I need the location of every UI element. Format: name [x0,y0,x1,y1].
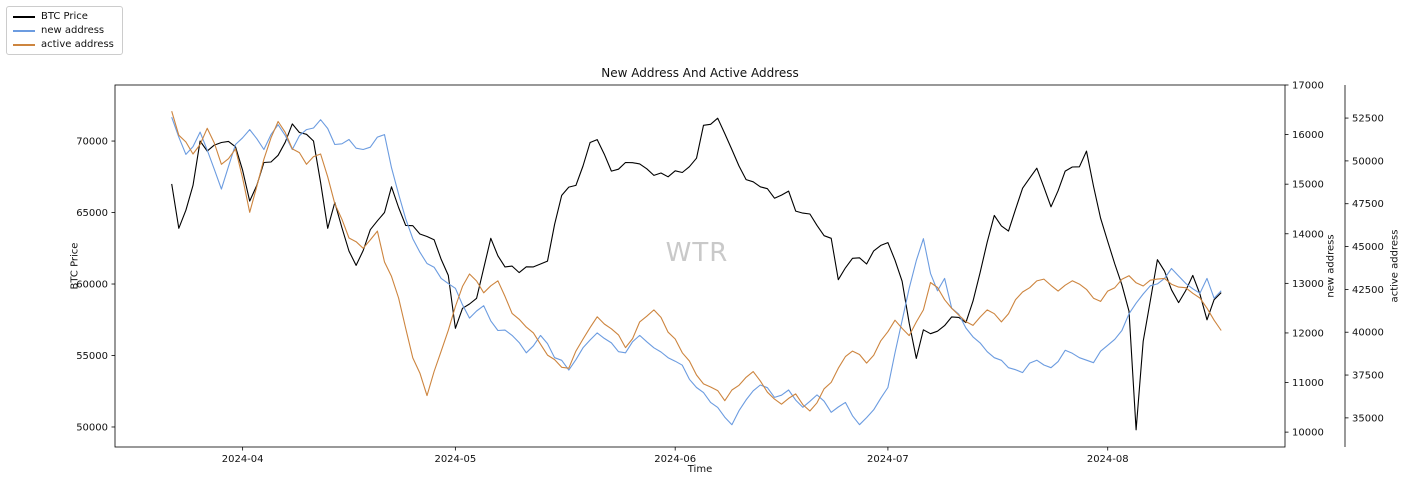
y-tick-label-active-address: 40000 [1352,328,1384,339]
y-tick-label-new-address: 12000 [1292,328,1324,339]
x-tick-label: 2024-04 [222,454,264,465]
y-tick-label-active-address: 42500 [1352,285,1384,296]
y-tick-label-new-address: 15000 [1292,180,1324,191]
axes-frame [114,84,1286,448]
y-tick-label-new-address: 16000 [1292,130,1324,141]
legend-label-active-address: active address [41,39,114,50]
y-axis-label-btc-price: BTC Price [69,242,81,290]
series-new-address [171,117,1222,426]
series-active-address [171,111,1222,412]
legend-item-active-address: active address [13,39,114,50]
y-tick-label-active-address: 52500 [1352,114,1384,125]
legend: BTC Price new address active address [6,6,123,55]
y-tick-label-btc: 70000 [76,137,108,148]
y-tick-label-new-address: 10000 [1292,428,1324,439]
y-tick-label-new-address: 13000 [1292,279,1324,290]
y-axis-label-new-address: new address [1325,234,1337,298]
y-tick-label-btc: 55000 [76,351,108,362]
series-btc-price [171,117,1222,431]
y-tick-label-btc: 50000 [76,422,108,433]
x-tick-label: 2024-06 [654,454,696,465]
x-tick-label: 2024-05 [434,454,476,465]
y-tick-label-new-address: 17000 [1292,81,1324,92]
y-tick-label-active-address: 45000 [1352,242,1384,253]
x-axis-label: Time [687,464,713,475]
legend-label-new-address: new address [41,25,105,36]
x-tick-label: 2024-08 [1087,454,1129,465]
legend-line-swatch-active-address [13,43,35,46]
y-tick-label-btc: 60000 [76,280,108,291]
y-tick-label-new-address: 11000 [1292,378,1324,389]
y-tick-label-btc: 65000 [76,208,108,219]
legend-item-new-address: new address [13,25,114,36]
legend-label-btc: BTC Price [41,11,88,22]
y-tick-label-new-address: 14000 [1292,229,1324,240]
y-axis-label-active-address: active address [1389,229,1401,303]
chart-title: New Address And Active Address [601,66,799,80]
watermark-text: WTR [665,238,729,268]
legend-line-swatch-btc [13,15,35,18]
legend-line-swatch-new-address [13,29,35,32]
legend-item-btc-price: BTC Price [13,11,114,22]
y-tick-label-active-address: 35000 [1352,413,1384,424]
y-tick-label-active-address: 50000 [1352,156,1384,167]
y-tick-label-active-address: 37500 [1352,371,1384,382]
y-tick-label-active-address: 47500 [1352,199,1384,210]
x-tick-label: 2024-07 [867,454,909,465]
